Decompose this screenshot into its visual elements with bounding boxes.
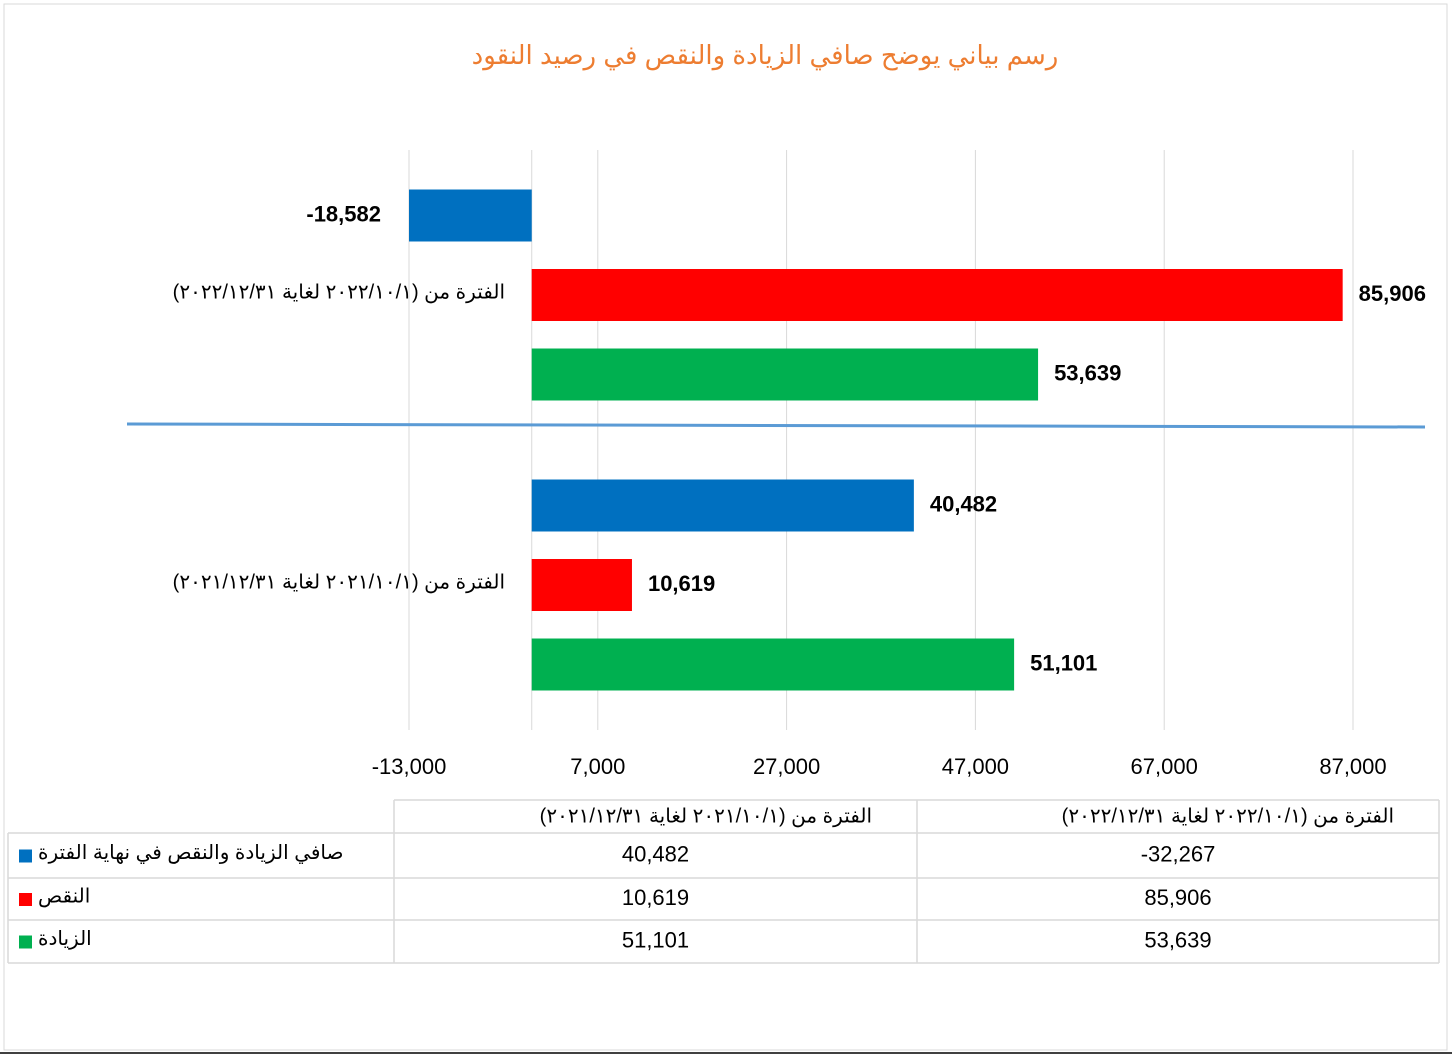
- bar: [531, 348, 1039, 401]
- table-header: الفترة من (٢٠٢٢/١٠/١ لغاية ٢٠٢٢/١٢/٣١): [1062, 805, 1394, 827]
- x-tick-label: 67,000: [1131, 754, 1198, 779]
- bar: [531, 559, 632, 611]
- legend-swatch: [19, 893, 32, 906]
- legend-label: النقص: [38, 885, 90, 907]
- data-label: 53,639: [1054, 360, 1121, 385]
- legend-swatch: [19, 849, 32, 863]
- chart-border: [3, 3, 1448, 1051]
- table-header: الفترة من (٢٠٢١/١٠/١ لغاية ٢٠٢١/١٢/٣١): [540, 805, 872, 827]
- table-cell: -32,267: [1141, 841, 1216, 866]
- x-tick-label: 27,000: [753, 754, 820, 779]
- data-label: 85,906: [1359, 281, 1426, 306]
- table-cell: 51,101: [622, 927, 689, 952]
- group-separator: [126, 422, 1426, 429]
- data-label: 10,619: [648, 571, 715, 596]
- data-label: 51,101: [1030, 650, 1097, 675]
- table-cell: 40,482: [622, 841, 689, 866]
- table-cell: 10,619: [622, 885, 689, 910]
- y-tick-label: الفترة من (٢٠٢١/١٠/١ لغاية ٢٠٢١/١٢/٣١): [173, 571, 505, 593]
- data-label: 40,482: [930, 491, 997, 516]
- bar: [531, 479, 914, 532]
- bar: [409, 189, 532, 242]
- x-tick-label: 87,000: [1319, 754, 1386, 779]
- data-label: -18,582: [306, 201, 381, 226]
- y-tick-label: الفترة من (٢٠٢٢/١٠/١ لغاية ٢٠٢٢/١٢/٣١): [173, 281, 505, 303]
- chart-title: رسم بياني يوضح صافي الزيادة والنقص في رص…: [472, 40, 1059, 71]
- bar: [531, 269, 1343, 321]
- x-tick-label: -13,000: [372, 754, 447, 779]
- table-cell: 53,639: [1144, 927, 1211, 952]
- legend-label: الزيادة: [38, 928, 92, 950]
- table-cell: 85,906: [1144, 885, 1211, 910]
- legend-label: صافي الزيادة والنقص في نهاية الفترة: [38, 842, 344, 865]
- x-tick-label: 7,000: [570, 754, 625, 779]
- legend-swatch: [19, 935, 32, 949]
- bar: [531, 638, 1015, 691]
- x-tick-label: 47,000: [942, 754, 1009, 779]
